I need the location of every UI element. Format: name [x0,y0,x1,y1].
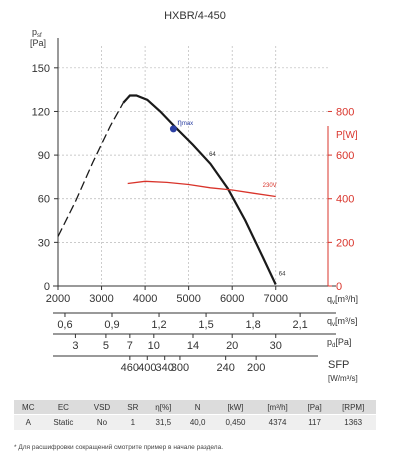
table-header-cell: [m³/h] [256,400,299,415]
right-axis-tick-label: 600 [336,150,354,162]
chart-grid [57,46,328,286]
x-axis-tick-label: 6000 [220,293,244,305]
table-cell: 4374 [256,414,299,430]
table-header-cell: [kW] [214,400,257,415]
dynamic-pressure-label: pd[Pa] [327,337,351,349]
left-axis-unit: [Pa] [30,38,46,48]
eta-max-label: ηmax [177,118,193,127]
x-axis-tick-label: 5000 [176,293,200,305]
sfp-scale-tick-label: 200 [247,362,265,374]
pressure-curve-dashed [57,102,124,237]
table-cell: 0,450 [214,414,257,430]
eta-max-point [169,125,177,133]
chart-annotations: ηmax 64 64 230V [169,118,286,277]
secondary-scale-tick-label: 10 [148,340,160,352]
table-cell: 1363 [330,414,376,430]
voltage-label: 230V [263,183,277,189]
chart-axes [53,38,336,287]
table-cell: No [84,414,120,430]
flow-m3s-label: qv[m³/s] [327,316,358,328]
x-axis-tick-label: 4000 [133,293,157,305]
table-header-cell: EC [42,400,85,415]
left-axis-tick-label: 120 [32,106,50,118]
table-header-row: MC EC VSD SR η[%] N [kW] [m³/h] [Pa] [RPM] [14,400,376,415]
secondary-scale-tick-label: 0,9 [104,319,119,331]
x-axis-tick-label: 2000 [46,293,70,305]
right-axis-tick-label: 800 [336,106,354,118]
table-body: A Static No 1 31,5 40,0 0,450 4374 117 1363 [14,414,376,430]
secondary-scale-tick-label: 5 [103,340,109,352]
right-axis-tick-label: 400 [336,194,354,206]
secondary-scale-tick-label: 7 [127,340,133,352]
flow-m3s-scale: qv[m³/s] 0,6 0,9 1,2 1,5 1,8 2,1 [53,312,358,331]
chart-title: HXBR/4-450 [164,10,226,22]
left-axis-tick-label: 30 [38,237,50,249]
secondary-scale-tick-label: 1,5 [198,319,213,331]
table-header-cell: SR [119,400,146,415]
secondary-scale-tick-label: 1,8 [245,319,260,331]
left-axis-label: psf [32,27,42,39]
chart-ticks: 0 30 60 90 120 150 0 200 400 600 800 2000 3000 4000 50… [32,63,355,305]
right-axis-tick-label: 200 [336,237,354,249]
table-row: A Static No 1 31,5 40,0 0,450 4374 117 1363 [14,414,376,430]
table-header-cell: VSD [84,400,120,415]
table-cell: 31,5 [145,414,181,430]
left-axis-tick-label: 60 [38,194,50,206]
table-cell: 1 [119,414,146,430]
secondary-scale-tick-label: 2,1 [292,319,307,331]
dynamic-pressure-scale: pd[Pa] 3 5 7 10 14 20 30 [53,333,351,352]
table-header-cell: [Pa] [298,400,331,415]
secondary-scale-tick-label: 0,6 [57,319,72,331]
secondary-scale-tick-label: 1,2 [151,319,166,331]
table-header-cell: N [180,400,215,415]
table-header-cell: MC [14,400,43,415]
sfp-scale-tick-label: 400 [138,362,156,374]
curve-label: 64 [279,271,286,277]
left-axis-tick-label: 90 [38,150,50,162]
fan-performance-chart: HXBR/4-450 psf [Pa] P[W] 030609012015002… [30,10,358,383]
sfp-label: SFP [328,359,349,371]
footnote: * Для расшифровки сокращений смотрите пр… [14,444,223,451]
right-axis-label: P[W] [336,130,358,141]
x-axis-label: qv[m³/h] [327,294,358,306]
pressure-curve [122,94,277,285]
secondary-scale-tick-label: 20 [226,340,238,352]
chart-series [57,94,277,285]
sfp-scale-tick-label: 240 [216,362,234,374]
spec-table: MC EC VSD SR η[%] N [kW] [m³/h] [Pa] [RPM] A Stati… [14,400,376,430]
sfp-unit: [W/m³/s] [328,374,358,383]
table-header-cell: [RPM] [330,400,376,415]
table-cell: Static [42,414,85,430]
secondary-scale-tick-label: 14 [187,340,199,352]
sfp-scale-tick-label: 340 [156,362,174,374]
secondary-scale-tick-label: 30 [270,340,282,352]
right-axis-tick-label: 0 [336,281,342,293]
table-cell: 40,0 [180,414,215,430]
power-curve [127,180,276,198]
curve-label: 64 [209,152,216,158]
secondary-scale-tick-label: 3 [72,340,78,352]
x-axis-tick-label: 7000 [263,293,287,305]
table-header-cell: η[%] [145,400,181,415]
left-axis-tick-label: 0 [44,281,50,293]
sfp-scale-tick-label: 300 [171,362,189,374]
table-cell: A [14,414,43,430]
left-axis-tick-label: 150 [32,63,50,75]
sfp-scale-tick-label: 460 [121,362,139,374]
table-cell: 117 [298,414,331,430]
x-axis-tick-label: 3000 [89,293,113,305]
